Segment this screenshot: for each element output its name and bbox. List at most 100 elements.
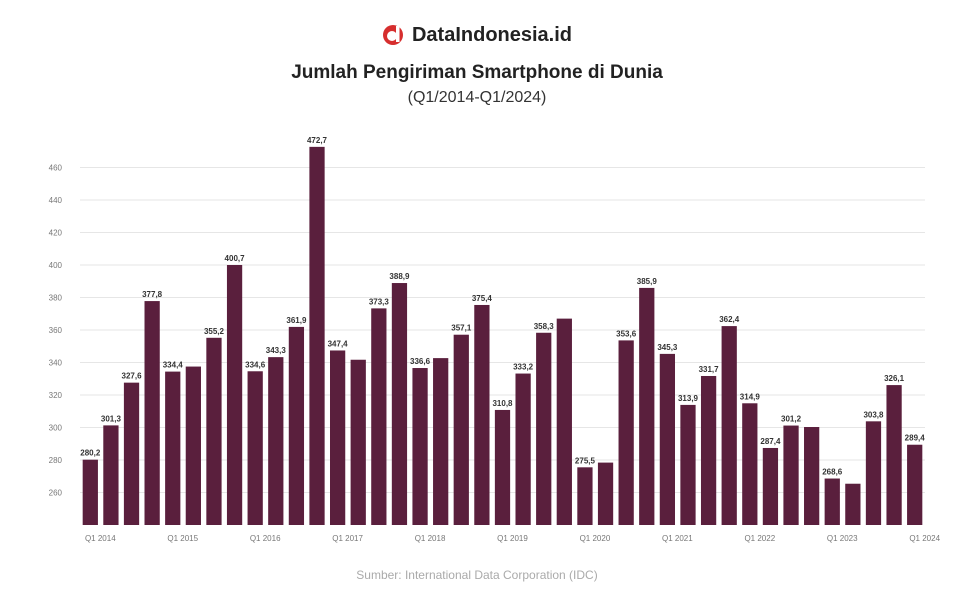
x-tick-label: Q1 2015 [167,534,198,543]
bar [453,334,469,525]
bar-data-label: 353,6 [616,329,637,338]
bar [824,478,840,525]
bar-data-label: 310,8 [492,399,513,408]
bar [412,368,428,525]
bar-data-label: 400,7 [225,254,246,263]
y-tick-label: 300 [49,424,63,433]
bar-data-label: 385,9 [637,277,658,286]
bar [165,371,181,525]
x-tick-label: Q1 2016 [250,534,281,543]
bar-data-label: 373,3 [369,297,390,306]
bar [206,337,222,525]
bar [123,382,140,525]
bar-data-label: 334,4 [163,361,184,370]
y-tick-label: 320 [49,391,63,400]
bar-data-label: 343,3 [266,346,287,355]
x-tick-label: Q1 2018 [415,534,446,543]
x-tick-label: Q1 2019 [497,534,528,543]
y-tick-label: 340 [49,359,63,368]
bar [639,287,655,525]
bar-data-label: 345,3 [657,343,678,352]
bar-data-label: 287,4 [760,437,781,446]
bar [185,366,201,525]
bar [804,427,820,525]
bar [247,371,263,525]
y-tick-label: 460 [49,164,63,173]
x-tick-label: Q1 2023 [827,534,858,543]
bar-data-label: 358,3 [534,322,555,331]
bar-data-label: 327,6 [122,372,143,381]
x-tick-label: Q1 2014 [85,534,116,543]
bar-data-label: 355,2 [204,327,225,336]
x-tick-label: Q1 2021 [662,534,693,543]
bar [536,332,552,525]
bar [556,318,572,525]
bar [886,385,902,525]
bar-data-label: 280,2 [80,449,101,458]
bar [845,483,861,525]
bar [474,304,490,525]
bar [618,340,634,525]
bar-data-label: 289,4 [905,434,926,443]
y-tick-label: 260 [49,489,63,498]
bar-data-label: 333,2 [513,363,534,372]
bar [144,301,160,525]
bar [433,358,449,525]
bar [103,425,119,525]
bar-data-label: 357,1 [451,324,472,333]
bar [268,357,284,525]
y-tick-label: 280 [49,456,63,465]
bar [865,421,882,525]
bar [721,326,737,525]
bar-data-label: 377,8 [142,290,163,299]
bar [762,447,779,525]
y-tick-label: 380 [49,294,63,303]
bar [597,462,614,525]
bar [659,353,676,525]
bar [391,283,408,525]
bar [226,265,243,525]
bar [577,467,593,525]
bar-data-label: 268,6 [822,468,843,477]
bar-data-label: 331,7 [699,365,720,374]
bar-data-label: 362,4 [719,315,740,324]
bar [700,375,717,525]
brand-name[interactable]: DataIndonesia.id [411,23,573,46]
bar-data-label: 303,8 [863,410,884,419]
bar [309,146,325,526]
bar [907,444,923,525]
bar-data-label: 388,9 [389,272,410,281]
bar [288,326,305,525]
source-note: Sumber: International Data Corporation (… [356,568,598,582]
bar-data-label: 472,7 [307,136,328,145]
bar [494,409,511,525]
y-tick-label: 360 [49,326,63,335]
bar [515,373,531,525]
chart-title: Jumlah Pengiriman Smartphone di Dunia [291,62,663,83]
bar-data-label: 275,5 [575,456,596,465]
bar [783,425,799,525]
bar [82,459,98,525]
bar [371,308,387,525]
bar-data-label: 334,6 [245,360,266,369]
y-tick-label: 400 [49,261,63,270]
bar-data-label: 326,1 [884,374,905,383]
bar-data-label: 301,3 [101,414,122,423]
bar-data-label: 347,4 [328,339,349,348]
y-tick-label: 440 [49,196,63,205]
bar [329,350,346,525]
bar-data-label: 375,4 [472,294,493,303]
bar-data-label: 336,6 [410,357,431,366]
bar-data-label: 301,2 [781,415,802,424]
dataindonesia-logo-icon [382,25,403,45]
x-tick-label: Q1 2024 [909,534,940,543]
y-tick-label: 420 [49,229,63,238]
bar-data-label: 314,9 [740,392,761,401]
x-tick-label: Q1 2022 [744,534,775,543]
x-tick-label: Q1 2017 [332,534,363,543]
bar [350,359,366,525]
chart-subtitle: (Q1/2014-Q1/2024) [407,89,547,106]
x-tick-label: Q1 2020 [580,534,611,543]
bar [680,404,696,525]
